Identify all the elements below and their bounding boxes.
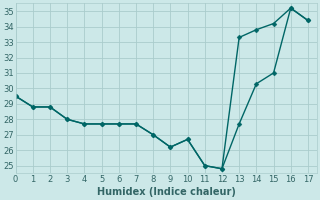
X-axis label: Humidex (Indice chaleur): Humidex (Indice chaleur) (97, 187, 236, 197)
